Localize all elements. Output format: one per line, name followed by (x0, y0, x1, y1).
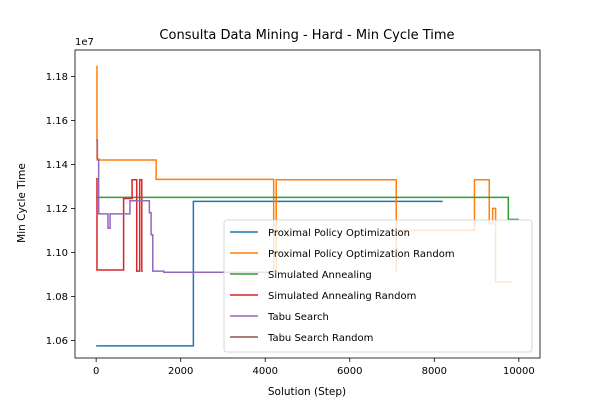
legend-label-3: Simulated Annealing (268, 270, 372, 281)
series-line-4 (96, 177, 143, 272)
x-axis-label: Solution (Step) (268, 386, 346, 398)
y-tick-label: 1.14 (46, 160, 68, 171)
y-offset-label: 1e7 (75, 37, 94, 48)
series-line-3 (96, 196, 519, 221)
legend-label-4: Simulated Annealing Random (268, 291, 416, 302)
y-tick-label: 1.10 (46, 248, 68, 259)
legend-label-5: Tabu Search (267, 312, 329, 323)
x-tick-label: 10000 (503, 366, 535, 377)
legend-label-2: Proximal Policy Optimization Random (268, 249, 455, 260)
y-axis-label: Min Cycle Time (16, 163, 28, 243)
y-tick-label: 1.06 (46, 336, 68, 347)
y-tick-label: 1.16 (46, 116, 68, 127)
x-tick-label: 2000 (168, 366, 193, 377)
y-tick-label: 1.08 (46, 292, 68, 303)
axes-layer: 0 2000 4000 6000 8000 10000 1.06 1.08 1.10 1.12 1.… (46, 49, 541, 377)
series-line-5 (96, 139, 278, 273)
axes-frame (74, 49, 541, 359)
legend-label-1: Proximal Policy Optimization (268, 228, 410, 239)
legend-label-6: Tabu Search Random (267, 333, 373, 344)
legend-box (223, 219, 533, 353)
legend: Proximal Policy Optimization Proximal Pol… (223, 219, 533, 353)
x-tick-label: 4000 (253, 366, 278, 377)
x-tick-label: 8000 (422, 366, 447, 377)
series-line-1 (96, 200, 443, 347)
chart-title: Consulta Data Mining - Hard - Min Cycle … (159, 28, 454, 43)
x-tick-label: 6000 (337, 366, 362, 377)
y-tick-label: 1.12 (46, 204, 68, 215)
x-tick-label: 0 (93, 366, 99, 377)
y-tick-label: 1.18 (46, 72, 68, 83)
